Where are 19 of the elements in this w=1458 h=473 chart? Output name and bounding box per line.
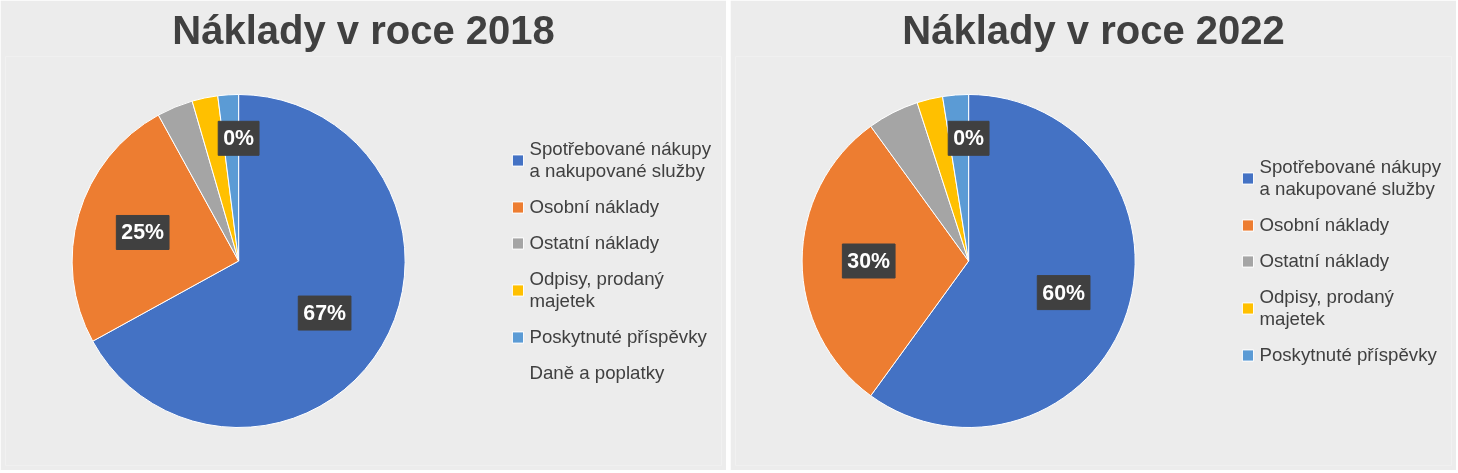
text: 0% [953, 126, 985, 151]
chart-title: Náklady v roce 2018 [172, 7, 555, 52]
legend-label: Odpisy, prodaný majetek [529, 267, 664, 312]
legend-label: Poskytnuté příspěvky [1259, 343, 1437, 366]
category-label: Daně a poplatky [529, 361, 665, 383]
legend-label: Odpisy, prodaný majetek [1259, 285, 1394, 330]
legend-label: Ostatní náklady [529, 231, 660, 254]
data-label: 30% [847, 249, 891, 273]
data-label: 67% [303, 301, 346, 326]
data-label: 25% [121, 220, 165, 245]
legend-label: Spotřebované nákupy a nakupované služby [1259, 155, 1441, 200]
text: 0% [223, 126, 255, 151]
data-label: 60% [1042, 280, 1086, 305]
legend-label: Osobní náklady [529, 195, 660, 218]
legend-label: Osobní náklady [1259, 213, 1390, 236]
legend-label: Spotřebované nákupy a nakupované služby [529, 137, 711, 182]
legend-label: Poskytnuté příspěvky [529, 325, 707, 348]
chart-title: Náklady v roce 2022 [902, 7, 1285, 52]
legend-label: Ostatní náklady [1259, 249, 1390, 272]
